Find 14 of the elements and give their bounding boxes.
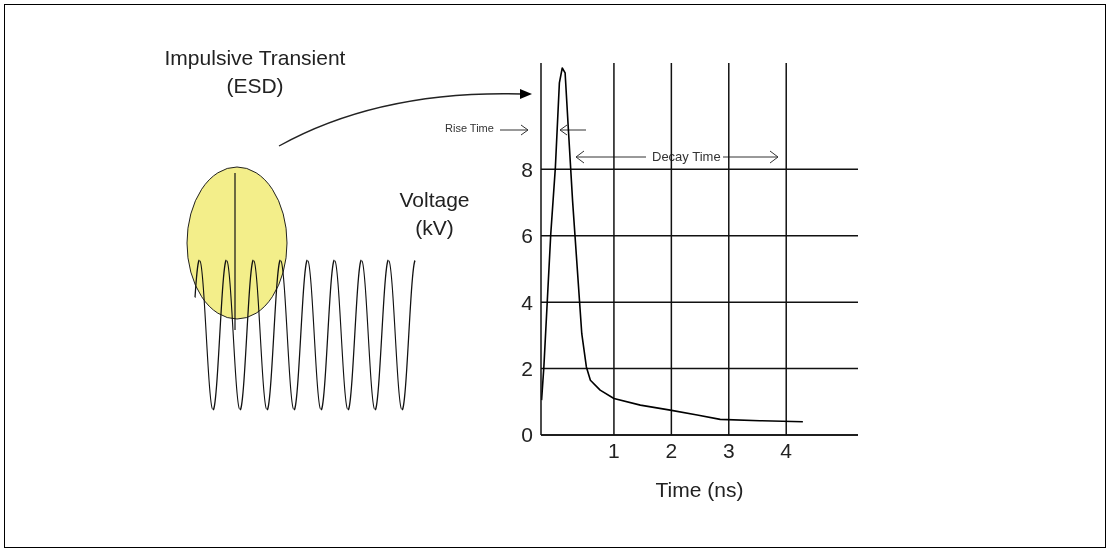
y-axis-title: Voltage (kV) [398, 187, 471, 241]
line-series [541, 67, 804, 423]
x-tick-label: 1 [608, 438, 620, 462]
y-tick-label: 0 [521, 423, 533, 447]
text: Rise Time [445, 122, 494, 134]
x-axis-title: Time (ns) [655, 478, 744, 501]
x-tick-label: 4 [780, 438, 793, 462]
y-tick-label: 2 [521, 357, 533, 381]
y-tick-label: 4 [521, 290, 534, 314]
y-tick-label: 8 [521, 157, 533, 181]
x-tick-label: 3 [722, 438, 735, 462]
x-tick-label: 2 [665, 438, 678, 462]
y-tick-label: 6 [521, 224, 533, 248]
text: Impulsive Transient (ESD) [163, 45, 347, 99]
